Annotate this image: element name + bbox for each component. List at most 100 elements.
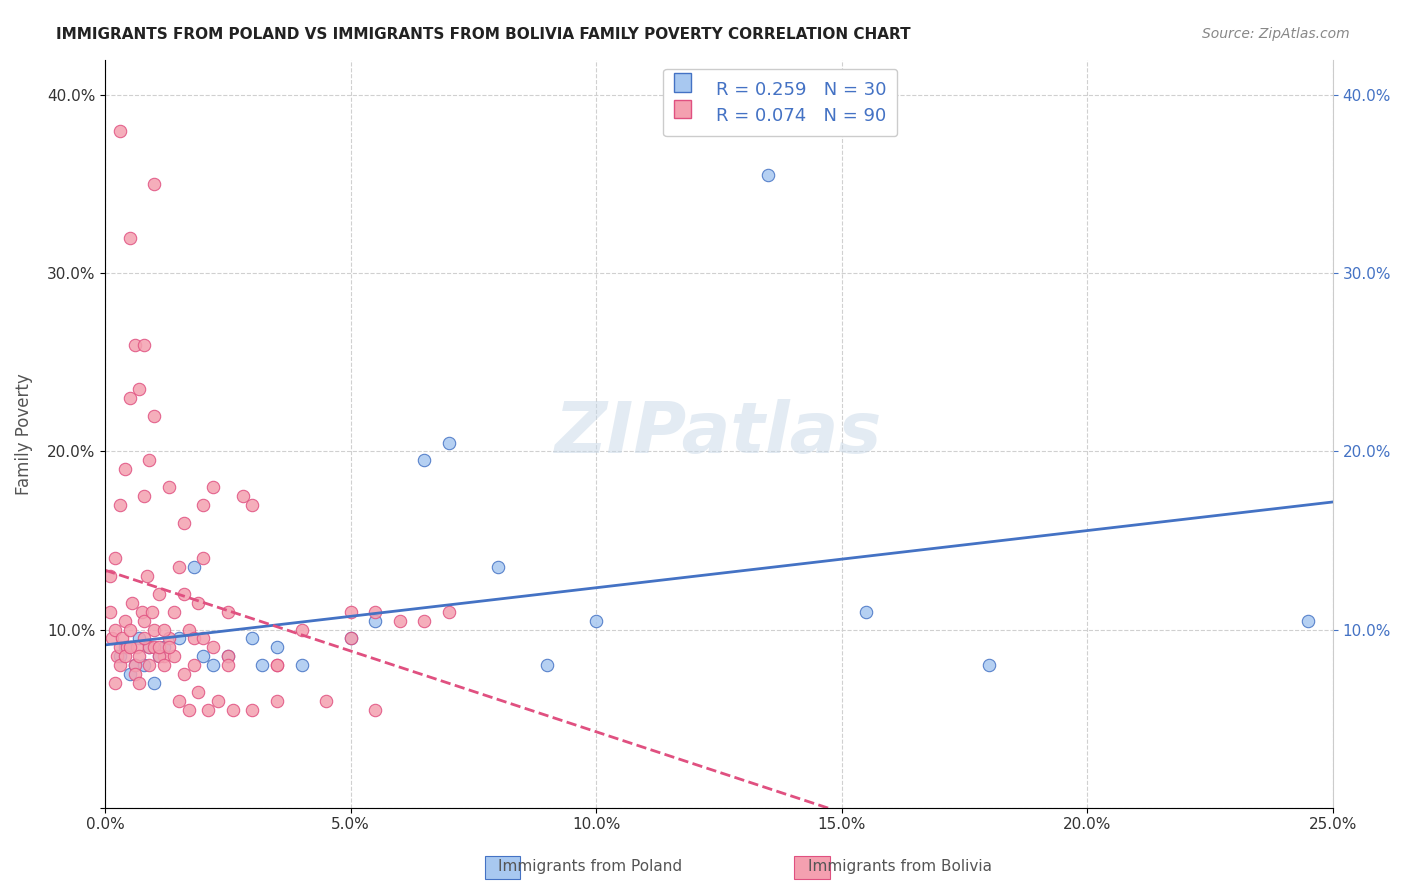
Legend: R = 0.259   N = 30, R = 0.074   N = 90: R = 0.259 N = 30, R = 0.074 N = 90 bbox=[664, 69, 897, 136]
Text: Immigrants from Bolivia: Immigrants from Bolivia bbox=[808, 859, 991, 874]
Point bbox=[128, 632, 150, 646]
Point bbox=[217, 649, 239, 664]
Point bbox=[118, 391, 141, 405]
Point bbox=[193, 551, 215, 566]
Point bbox=[153, 649, 176, 664]
Point bbox=[124, 658, 146, 673]
Point bbox=[125, 640, 148, 655]
Point bbox=[339, 632, 361, 646]
Point bbox=[105, 649, 128, 664]
Point bbox=[115, 640, 138, 655]
Point bbox=[153, 623, 176, 637]
Text: ZIPatlas: ZIPatlas bbox=[555, 399, 883, 468]
Point bbox=[585, 614, 607, 628]
Point bbox=[118, 640, 141, 655]
Point bbox=[266, 658, 288, 673]
Point bbox=[217, 658, 239, 673]
Point bbox=[118, 230, 141, 244]
Point bbox=[124, 337, 146, 351]
Point bbox=[855, 605, 877, 619]
Point bbox=[756, 169, 779, 183]
Point bbox=[197, 703, 219, 717]
Point bbox=[364, 605, 387, 619]
Point bbox=[104, 676, 127, 690]
Y-axis label: Family Poverty: Family Poverty bbox=[15, 373, 32, 494]
Point bbox=[101, 632, 124, 646]
Point bbox=[242, 498, 264, 512]
Text: IMMIGRANTS FROM POLAND VS IMMIGRANTS FROM BOLIVIA FAMILY POVERTY CORRELATION CHA: IMMIGRANTS FROM POLAND VS IMMIGRANTS FRO… bbox=[56, 27, 911, 42]
Text: Source: ZipAtlas.com: Source: ZipAtlas.com bbox=[1202, 27, 1350, 41]
Point bbox=[138, 640, 160, 655]
Point bbox=[364, 703, 387, 717]
Point bbox=[128, 676, 150, 690]
Point bbox=[536, 658, 558, 673]
Point bbox=[104, 623, 127, 637]
Point bbox=[114, 614, 136, 628]
Point bbox=[143, 178, 166, 192]
Point bbox=[177, 623, 200, 637]
Point bbox=[242, 632, 264, 646]
Point bbox=[124, 658, 146, 673]
Point bbox=[177, 703, 200, 717]
Point bbox=[183, 658, 205, 673]
Point bbox=[187, 685, 209, 699]
Point bbox=[134, 489, 156, 503]
Point bbox=[217, 649, 239, 664]
Point bbox=[135, 569, 157, 583]
Point bbox=[207, 694, 229, 708]
Point bbox=[437, 605, 460, 619]
Point bbox=[148, 640, 170, 655]
Point bbox=[187, 596, 209, 610]
Point bbox=[138, 640, 160, 655]
Point bbox=[157, 640, 180, 655]
Point bbox=[134, 658, 156, 673]
Point bbox=[98, 569, 121, 583]
Point bbox=[114, 462, 136, 476]
Point bbox=[252, 658, 274, 673]
Point bbox=[173, 516, 195, 530]
Point bbox=[167, 560, 190, 574]
Point bbox=[364, 614, 387, 628]
Point bbox=[167, 632, 190, 646]
Point bbox=[242, 703, 264, 717]
Point bbox=[108, 498, 131, 512]
Point bbox=[1296, 614, 1319, 628]
Point bbox=[143, 623, 166, 637]
Point bbox=[232, 489, 254, 503]
Point bbox=[98, 605, 121, 619]
Point bbox=[131, 605, 153, 619]
Point bbox=[157, 480, 180, 494]
Point bbox=[153, 640, 176, 655]
Point bbox=[153, 658, 176, 673]
Point bbox=[339, 632, 361, 646]
Point bbox=[315, 694, 337, 708]
Point bbox=[108, 640, 131, 655]
Point bbox=[290, 658, 312, 673]
Point bbox=[339, 605, 361, 619]
Point bbox=[108, 124, 131, 138]
Point bbox=[118, 623, 141, 637]
Point bbox=[202, 480, 225, 494]
Point bbox=[193, 498, 215, 512]
Text: Immigrants from Poland: Immigrants from Poland bbox=[499, 859, 682, 874]
Point bbox=[437, 435, 460, 450]
Point bbox=[134, 337, 156, 351]
Point bbox=[114, 649, 136, 664]
Point bbox=[266, 658, 288, 673]
Point bbox=[173, 587, 195, 601]
Point bbox=[138, 658, 160, 673]
Point bbox=[413, 614, 436, 628]
Point bbox=[138, 453, 160, 467]
Point bbox=[167, 694, 190, 708]
Point bbox=[124, 667, 146, 681]
Point bbox=[111, 632, 134, 646]
Point bbox=[143, 409, 166, 423]
Point bbox=[173, 667, 195, 681]
Point bbox=[202, 640, 225, 655]
Point bbox=[141, 605, 163, 619]
Point bbox=[134, 632, 156, 646]
Point bbox=[977, 658, 1000, 673]
Point bbox=[108, 649, 131, 664]
Point bbox=[118, 667, 141, 681]
Point bbox=[143, 640, 166, 655]
